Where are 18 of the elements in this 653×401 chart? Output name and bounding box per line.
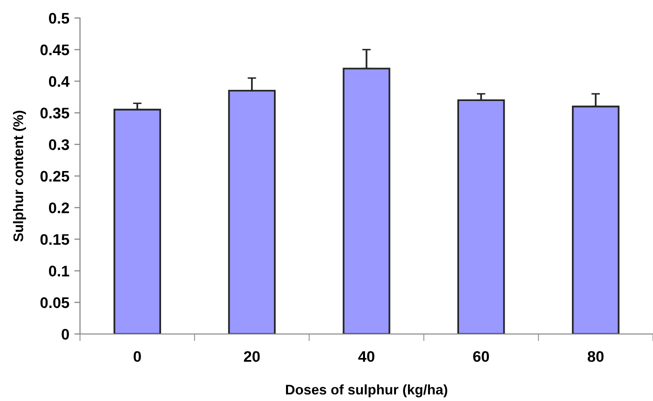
- y-tick-label: 0.05: [40, 297, 70, 308]
- y-tick-label: 0.2: [48, 202, 69, 214]
- x-tick-label: 20: [244, 351, 260, 362]
- y-tick-label: 0.5: [48, 12, 70, 24]
- y-tick-label: 0.1: [48, 266, 70, 276]
- x-tick-label: 60: [473, 351, 489, 362]
- y-tick-label: 0: [62, 328, 69, 340]
- y-axis-title: Sulphur content (%): [13, 110, 26, 242]
- y-tick-label: 0.15: [40, 234, 70, 245]
- y-tick-label: 0.25: [40, 170, 70, 182]
- x-tick-label: 80: [588, 351, 604, 362]
- x-axis-title: Doses of sulphur (kg/ha): [286, 384, 448, 398]
- y-tick-label: 0.3: [48, 139, 70, 150]
- x-tick-label: 40: [358, 351, 374, 362]
- y-tick-label: 0.4: [48, 76, 70, 87]
- x-tick-label: 0: [134, 351, 141, 362]
- y-tick-label: 0.45: [40, 44, 70, 56]
- y-tick-label: 0.35: [40, 108, 70, 119]
